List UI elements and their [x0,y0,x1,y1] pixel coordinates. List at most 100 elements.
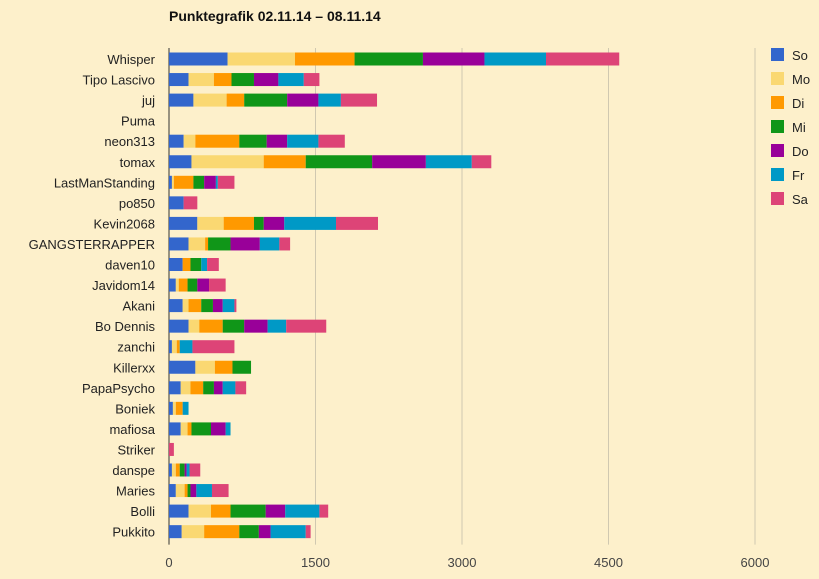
bar-segment-mi[interactable] [305,155,373,169]
bar-segment-do[interactable] [190,484,197,498]
bar-segment-di[interactable] [195,134,240,148]
bar-segment-sa[interactable] [340,93,378,107]
bar-segment-so[interactable] [169,93,194,107]
bar-segment-so[interactable] [169,237,189,251]
bar-segment-mi[interactable] [239,525,259,539]
bar-segment-fr[interactable] [259,237,280,251]
bar-segment-mi[interactable] [190,258,202,271]
bar-segment-fr[interactable] [285,504,320,518]
bar-segment-di[interactable] [210,504,231,518]
bar-segment-so[interactable] [169,340,172,354]
bar-segment-di[interactable] [184,484,188,498]
bar-segment-sa[interactable] [545,52,620,66]
bar-segment-fr[interactable] [201,258,208,271]
bar-segment-so[interactable] [169,463,172,477]
bar-segment-mo[interactable] [227,52,295,66]
bar-segment-do[interactable] [266,134,288,148]
bar-segment-di[interactable] [175,463,180,477]
bar-segment-di[interactable] [199,319,223,333]
bar-segment-so[interactable] [169,278,176,292]
bar-segment-mo[interactable] [180,422,188,436]
bar-segment-mi[interactable] [179,463,185,477]
bar-segment-so[interactable] [169,196,184,210]
bar-segment-mi[interactable] [354,52,423,66]
bar-segment-mi[interactable] [222,319,245,333]
bar-segment-mo[interactable] [182,299,189,313]
bar-segment-so[interactable] [169,134,184,148]
bar-segment-fr[interactable] [284,216,337,230]
bar-segment-mi[interactable] [187,278,198,292]
bar-segment-do[interactable] [422,52,485,66]
bar-segment-di[interactable] [226,93,245,107]
bar-segment-do[interactable] [287,93,319,107]
bar-segment-di[interactable] [182,258,191,271]
bar-segment-sa[interactable] [234,299,237,313]
bar-segment-so[interactable] [169,155,192,169]
bar-segment-sa[interactable] [211,484,229,498]
bar-segment-di[interactable] [204,525,240,539]
bar-segment-so[interactable] [169,319,189,333]
bar-segment-so[interactable] [169,381,181,395]
bar-segment-fr[interactable] [222,299,235,313]
bar-segment-do[interactable] [253,73,279,87]
bar-segment-mo[interactable] [181,525,205,539]
bar-segment-mo[interactable] [175,278,179,292]
bar-segment-so[interactable] [169,504,189,518]
bar-segment-do[interactable] [265,504,286,518]
bar-segment-so[interactable] [169,401,173,415]
bar-segment-sa[interactable] [303,73,320,87]
bar-segment-sa[interactable] [235,381,247,395]
bar-segment-di[interactable] [263,155,306,169]
bar-segment-mo[interactable] [175,484,185,498]
bar-segment-sa[interactable] [318,134,345,148]
bar-segment-di[interactable] [205,237,209,251]
bar-segment-sa[interactable] [209,278,226,292]
bar-segment-mo[interactable] [188,504,211,518]
bar-segment-di[interactable] [187,422,192,436]
bar-segment-mo[interactable] [188,237,206,251]
bar-segment-di[interactable] [176,340,180,354]
bar-segment-do[interactable] [263,216,285,230]
bar-segment-mi[interactable] [203,381,214,395]
bar-segment-di[interactable] [294,52,355,66]
bar-segment-sa[interactable] [279,237,291,251]
bar-segment-mo[interactable] [188,73,214,87]
bar-segment-mo[interactable] [171,175,174,189]
bar-segment-mi[interactable] [244,93,288,107]
bar-segment-fr[interactable] [278,73,304,87]
bar-segment-sa[interactable] [471,155,492,169]
bar-segment-fr[interactable] [182,401,189,415]
bar-segment-sa[interactable] [336,216,379,230]
bar-segment-mo[interactable] [183,134,196,148]
bar-segment-mo[interactable] [195,360,215,374]
bar-segment-fr[interactable] [222,381,236,395]
bar-segment-di[interactable] [214,360,233,374]
bar-segment-so[interactable] [169,258,183,271]
bar-segment-sa[interactable] [217,175,235,189]
bar-segment-fr[interactable] [186,463,190,477]
bar-segment-so[interactable] [169,525,182,539]
bar-segment-do[interactable] [213,381,223,395]
bar-segment-mo[interactable] [180,381,191,395]
bar-segment-fr[interactable] [287,134,319,148]
bar-segment-fr[interactable] [318,93,341,107]
bar-segment-mi[interactable] [201,299,213,313]
bar-segment-so[interactable] [169,422,181,436]
bar-segment-do[interactable] [212,299,223,313]
bar-segment-mo[interactable] [172,401,176,415]
bar-segment-sa[interactable] [286,319,327,333]
bar-segment-so[interactable] [169,52,228,66]
bar-segment-fr[interactable] [425,155,472,169]
bar-segment-mi[interactable] [191,422,211,436]
bar-segment-do[interactable] [197,278,210,292]
bar-segment-mo[interactable] [191,155,264,169]
bar-segment-so[interactable] [169,299,183,313]
bar-segment-do[interactable] [258,525,271,539]
bar-segment-do[interactable] [244,319,268,333]
bar-segment-fr[interactable] [196,484,212,498]
bar-segment-di[interactable] [223,216,254,230]
bar-segment-sa[interactable] [183,196,198,210]
bar-segment-mo[interactable] [197,216,224,230]
bar-segment-sa[interactable] [169,442,174,456]
bar-segment-sa[interactable] [319,504,329,518]
